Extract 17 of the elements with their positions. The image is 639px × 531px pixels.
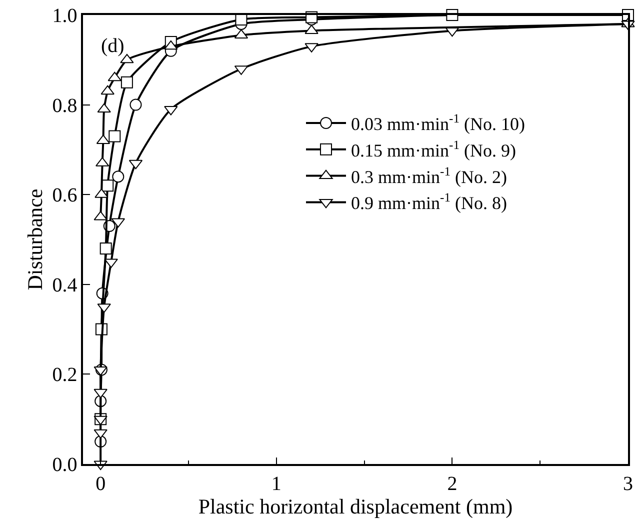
legend-label: 0.9 mm·min$^{-1}$ (No. 8) <box>351 190 507 214</box>
legend-label: 0.3 mm·min$^{-1}$ (No. 2) <box>351 164 507 187</box>
y-tick-label: 0.8 <box>52 94 78 117</box>
y-tick-label: 0.0 <box>52 454 78 476</box>
legend-label: 0.15 mm·min$^{-1}$ (No. 9) <box>351 138 516 160</box>
y-tick-label: 0.2 <box>52 364 78 386</box>
x-axis-title: Plastic horizontal displacement (mm) <box>198 494 513 519</box>
legend-label: 0.03 mm·min$^{-1}$ (No. 10) <box>351 111 525 134</box>
x-tick-label: 1 <box>271 472 282 495</box>
x-tick-label: 0 <box>96 472 106 495</box>
y-tick-label: 0.4 <box>52 274 78 296</box>
y-axis-title: Disturbance <box>22 188 47 290</box>
x-tick-label: 2 <box>447 472 458 495</box>
x-tick-label: 3 <box>623 472 633 495</box>
y-tick-label: 1.0 <box>52 5 78 27</box>
y-tick-label: 0.6 <box>52 184 78 207</box>
annotation: (d) <box>101 35 124 57</box>
